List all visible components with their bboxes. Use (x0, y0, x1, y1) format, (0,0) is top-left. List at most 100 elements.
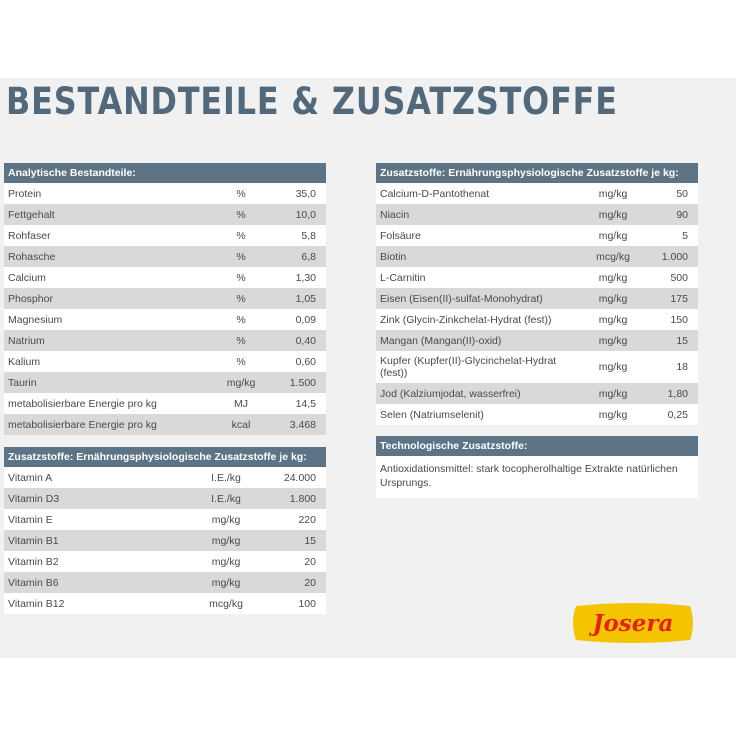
row-name: Protein (4, 183, 216, 204)
row-value: 90 (648, 204, 698, 225)
row-value: 3.468 (266, 414, 326, 435)
table-row: Jod (Kalziumjodat, wasserfrei) mg/kg 1,80 (376, 383, 698, 404)
row-name: Rohasche (4, 246, 216, 267)
table-row: Rohfaser% 5,8 (4, 225, 326, 246)
table-row: Vitamin B1 mg/kg 15 (4, 530, 326, 551)
row-name: Vitamin B12 (4, 593, 186, 614)
table-row: Vitamin B6 mg/kg 20 (4, 572, 326, 593)
row-value: 220 (266, 509, 326, 530)
table-row: Natrium% 0,40 (4, 330, 326, 351)
table-row: Selen (Natriumselenit) mg/kg 0,25 (376, 404, 698, 425)
analytic-table: Analytische Bestandteile: Protein% 35,0 F… (4, 163, 326, 435)
row-value: 18 (648, 351, 698, 383)
row-value: 35,0 (266, 183, 326, 204)
row-unit: % (216, 267, 266, 288)
row-unit: mg/kg (578, 267, 648, 288)
row-value: 1,30 (266, 267, 326, 288)
row-value: 20 (266, 572, 326, 593)
row-value: 50 (648, 183, 698, 204)
row-unit: mg/kg (578, 309, 648, 330)
svg-text:Josera: Josera (589, 610, 674, 637)
row-unit: % (216, 225, 266, 246)
table-row: Rohasche% 6,8 (4, 246, 326, 267)
table-row: Kupfer (Kupfer(II)-Glycinchelat-Hydrat (… (376, 351, 698, 383)
row-unit: mg/kg (186, 509, 266, 530)
row-unit: mcg/kg (186, 593, 266, 614)
analytic-header: Analytische Bestandteile: (4, 163, 326, 183)
table-row: Zink (Glycin-Zinkchelat-Hydrat (fest)) mg… (376, 309, 698, 330)
row-value: 0,25 (648, 404, 698, 425)
row-value: 100 (266, 593, 326, 614)
row-value: 5,8 (266, 225, 326, 246)
table-row: Protein% 35,0 (4, 183, 326, 204)
row-value: 0,60 (266, 351, 326, 372)
row-unit: % (216, 288, 266, 309)
josera-logo-graphic: Josera (573, 603, 693, 643)
row-name: Jod (Kalziumjodat, wasserfrei) (376, 383, 578, 404)
table-row: Fettgehalt% 10,0 (4, 204, 326, 225)
row-unit: mg/kg (578, 204, 648, 225)
row-name: Rohfaser (4, 225, 216, 246)
row-value: 5 (648, 225, 698, 246)
table-row: Eisen (Eisen(II)-sulfat-Monohydrat) mg/kg… (376, 288, 698, 309)
table-row: Vitamin B2 mg/kg 20 (4, 551, 326, 572)
row-value: 175 (648, 288, 698, 309)
row-name: Natrium (4, 330, 216, 351)
row-name: Magnesium (4, 309, 216, 330)
table-row: Folsäure mg/kg 5 (376, 225, 698, 246)
table-row: Vitamin D3 I.E./kg 1.800 (4, 488, 326, 509)
table-row: Mangan (Mangan(II)-oxid) mg/kg 15 (376, 330, 698, 351)
row-value: 150 (648, 309, 698, 330)
table-row: Magnesium% 0,09 (4, 309, 326, 330)
row-value: 15 (648, 330, 698, 351)
table-row: Kalium% 0,60 (4, 351, 326, 372)
table-header: Zusatzstoffe: Ernährungsphysiologische Z… (4, 447, 326, 467)
row-unit: % (216, 246, 266, 267)
row-unit: I.E./kg (186, 488, 266, 509)
row-value: 1.500 (266, 372, 326, 393)
row-value: 1,80 (648, 383, 698, 404)
row-value: 1.000 (648, 246, 698, 267)
row-name: metabolisierbare Energie pro kg (4, 393, 216, 414)
row-unit: mg/kg (186, 530, 266, 551)
row-unit: mg/kg (186, 551, 266, 572)
row-name: L-Carnitin (376, 267, 578, 288)
table-row: Biotin mcg/kg 1.000 (376, 246, 698, 267)
row-unit: mg/kg (186, 572, 266, 593)
row-name: Selen (Natriumselenit) (376, 404, 578, 425)
vitamins-header: Zusatzstoffe: Ernährungsphysiologische Z… (4, 447, 326, 467)
row-value: 10,0 (266, 204, 326, 225)
row-name: Vitamin D3 (4, 488, 186, 509)
row-name: Eisen (Eisen(II)-sulfat-Monohydrat) (376, 288, 578, 309)
row-name: Mangan (Mangan(II)-oxid) (376, 330, 578, 351)
row-unit: mg/kg (578, 288, 648, 309)
row-name: Vitamin B1 (4, 530, 186, 551)
row-name: Taurin (4, 372, 216, 393)
row-unit: mg/kg (578, 330, 648, 351)
row-unit: mg/kg (578, 404, 648, 425)
table-row: Calcium% 1,30 (4, 267, 326, 288)
table-header: Zusatzstoffe: Ernährungsphysiologische Z… (376, 163, 698, 183)
row-name: Kupfer (Kupfer(II)-Glycinchelat-Hydrat (… (376, 351, 578, 383)
table-row: Phosphor% 1,05 (4, 288, 326, 309)
technological-text: Antioxidationsmittel: stark tocopherolha… (376, 456, 698, 498)
row-name: Folsäure (376, 225, 578, 246)
row-name: Vitamin B2 (4, 551, 186, 572)
row-name: Niacin (376, 204, 578, 225)
table-row: Vitamin A I.E./kg 24.000 (4, 467, 326, 488)
row-unit: % (216, 330, 266, 351)
technological-header: Technologische Zusatzstoffe: (376, 436, 698, 456)
row-value: 14,5 (266, 393, 326, 414)
row-value: 0,40 (266, 330, 326, 351)
table-row: L-Carnitin mg/kg 500 (376, 267, 698, 288)
table-header: Analytische Bestandteile: (4, 163, 326, 183)
row-value: 500 (648, 267, 698, 288)
row-unit: mg/kg (578, 351, 648, 383)
row-name: metabolisierbare Energie pro kg (4, 414, 216, 435)
row-name: Biotin (376, 246, 578, 267)
row-value: 15 (266, 530, 326, 551)
row-name: Calcium-D-Pantothenat (376, 183, 578, 204)
table-row: Niacin mg/kg 90 (376, 204, 698, 225)
row-value: 1.800 (266, 488, 326, 509)
